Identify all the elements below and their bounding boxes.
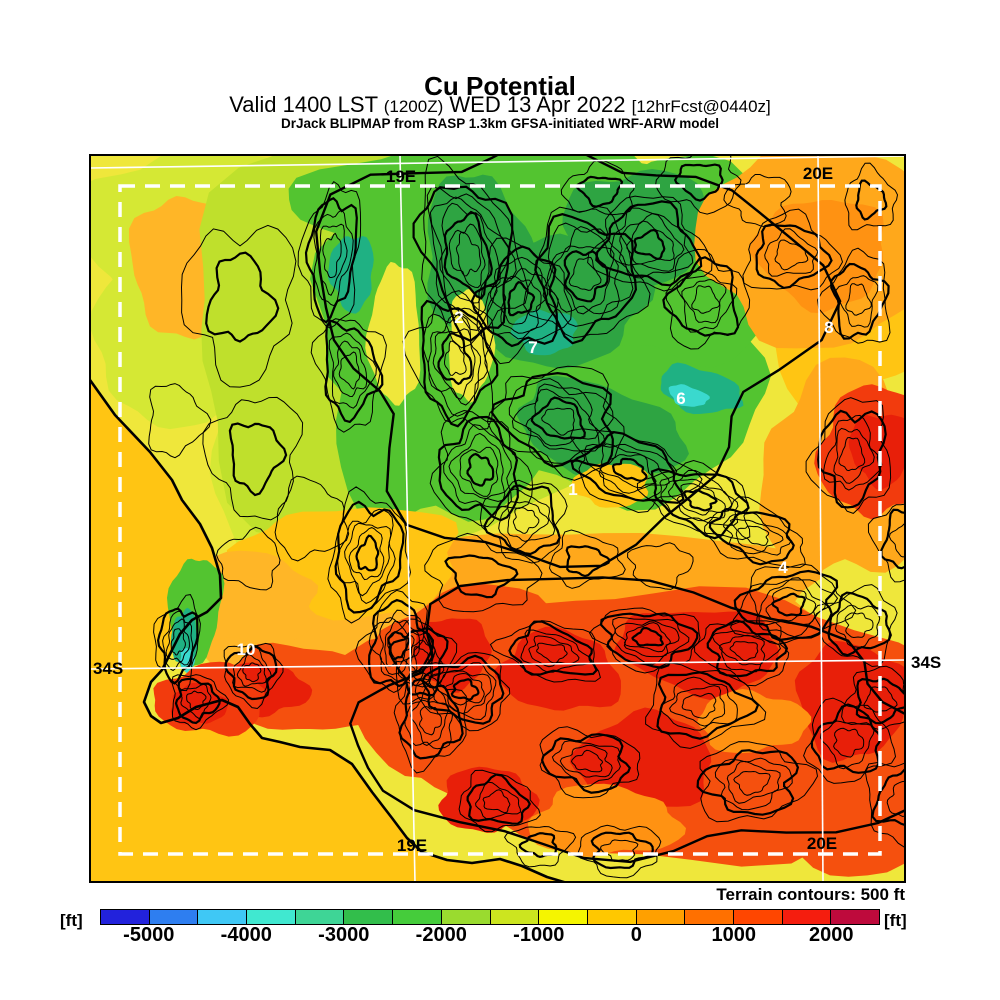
potential-region <box>749 200 884 314</box>
colorbar-segment <box>685 910 734 924</box>
colorbar-tick: -3000 <box>318 924 370 946</box>
graticule-lines <box>90 155 905 882</box>
colorbar-unit-left: [ft] <box>60 911 83 930</box>
potential-region <box>697 689 812 754</box>
site-number: 10 <box>237 640 256 659</box>
colorbar-tick: -2000 <box>415 924 467 946</box>
colorbar-segment <box>149 910 199 924</box>
latitude-label-right: 34S <box>911 653 941 672</box>
page-title: Cu Potential <box>424 71 576 101</box>
terrain-contours <box>148 155 905 879</box>
colorbar-unit-right: [ft] <box>884 911 907 930</box>
ocean <box>90 380 564 882</box>
colorbar-segment <box>295 910 345 924</box>
map-frame <box>89 154 906 883</box>
site-number: 1 <box>568 480 577 499</box>
colorbar-segment <box>441 910 491 924</box>
potential-region <box>413 618 492 693</box>
potential-region <box>510 309 578 356</box>
colorbar-segment <box>247 910 296 924</box>
potential-region <box>516 375 689 480</box>
colorbar-segment <box>636 910 686 924</box>
grid-label: 20E <box>807 834 837 853</box>
colorbar-segment <box>198 910 248 924</box>
colorbar-segment <box>393 910 442 924</box>
potential-region <box>668 384 710 407</box>
colorbar-tick: -1000 <box>513 924 565 946</box>
potential-region <box>562 169 719 286</box>
colorbar-segment <box>733 910 783 924</box>
site-number: 6 <box>676 389 685 408</box>
valid-zulu: (1200Z) <box>383 97 444 116</box>
potential-region <box>527 783 686 858</box>
latitude-label-left: 34S <box>93 659 123 678</box>
colorbar-segment <box>587 910 637 924</box>
valid-line: Valid 1400 LST (1200Z) WED 13 Apr 2022 [… <box>0 92 1000 118</box>
grid-label: 19E <box>397 836 427 855</box>
grid-label: 20E <box>803 164 833 183</box>
site-number: 8 <box>824 318 833 337</box>
colorbar-segment <box>344 910 394 924</box>
colorbar-tick: 0 <box>630 924 642 946</box>
colorbar-tick: 1000 <box>711 924 757 946</box>
colorbar-tick: -4000 <box>220 924 272 946</box>
valid-time: Valid 1400 LST <box>229 92 378 117</box>
grid-label: 19E <box>386 167 416 186</box>
colorbar-tick: 2000 <box>809 924 854 946</box>
forecast-tag: [12hrFcst@0440z] <box>631 97 771 116</box>
valid-date: WED 13 Apr 2022 <box>449 92 626 117</box>
colorbar-tick: -5000 <box>123 924 175 946</box>
domain-boundary-dashed <box>118 184 882 856</box>
colorbar-segment <box>782 910 832 924</box>
site-number: 4 <box>778 558 788 577</box>
colorbar-segment <box>490 910 540 924</box>
colorbar <box>100 909 880 925</box>
colorbar-segment <box>101 910 150 924</box>
colorbar-segment <box>831 910 879 924</box>
terrain-contours-note: Terrain contours: 500 ft <box>716 885 905 904</box>
colorbar-segment <box>539 910 588 924</box>
site-number: 2 <box>454 308 463 327</box>
coastline <box>90 379 568 882</box>
site-number: 7 <box>528 338 537 357</box>
model-line: DrJack BLIPMAP from RASP 1.3km GFSA-init… <box>280 116 720 131</box>
